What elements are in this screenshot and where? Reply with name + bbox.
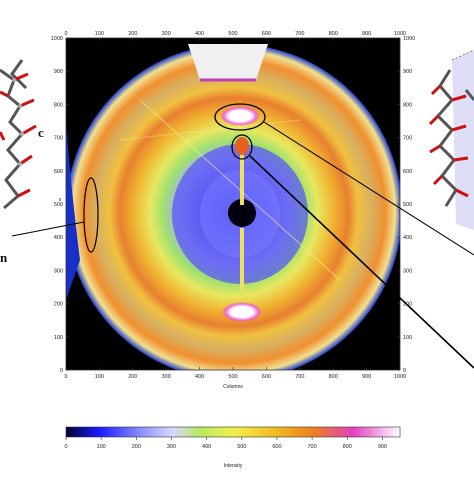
x-tick-label-top: 100 (95, 31, 104, 37)
tick-marks (65, 37, 401, 371)
y-tick-label-right: 500 (403, 202, 412, 208)
colorbar-tick-label: 300 (167, 444, 176, 450)
secondary-spot (235, 137, 249, 155)
streak-line (139, 99, 341, 281)
x-tick-label: 600 (262, 374, 271, 380)
y-tick-label-left: 700 (54, 136, 63, 142)
upper-spot-marker (214, 103, 266, 131)
x-tick-label-top: 200 (128, 31, 137, 37)
y-tick-label-left: 0 (60, 368, 63, 374)
streak-line (119, 119, 301, 141)
y-tick-label-right: 100 (403, 335, 412, 341)
colorbar-tick-label: 600 (272, 444, 281, 450)
x-tick-label-top: 300 (162, 31, 171, 37)
x-tick-label-top: 1000 (394, 31, 406, 37)
top-notch (188, 44, 268, 80)
x-tick-label: 0 (64, 374, 67, 380)
lower-bright-spot (222, 302, 262, 322)
left-blue-region (66, 120, 80, 300)
left-cut-text: n (0, 250, 8, 265)
x-tick-label-top: 800 (329, 31, 338, 37)
y-tick-label-left: 500 (54, 202, 63, 208)
y-tick-label-left: 800 (54, 102, 63, 108)
connector-line-2 (249, 155, 474, 369)
x-tick-label-top: 900 (362, 31, 371, 37)
y-tick-label-left: 600 (54, 169, 63, 175)
y-tick-label-right: 900 (403, 69, 412, 75)
y-tick-label-left: 1000 (51, 36, 63, 42)
colorbar-ticks: 0 100 200 300 400 500 600 700 800 900 (64, 437, 387, 450)
colorbar-tick-label: 700 (308, 444, 317, 450)
right-molecule-model (428, 49, 474, 230)
colorbar-tick-label: 400 (202, 444, 211, 450)
y-tick-label-left: 400 (54, 235, 63, 241)
x-tick-label: 500 (228, 374, 237, 380)
y-tick-label-right: 700 (403, 136, 412, 142)
x-tick-label-top: 500 (228, 31, 237, 37)
x-tick-label: 900 (362, 374, 371, 380)
colorbar-tick-label: 900 (378, 444, 387, 450)
colorbar-tick-label: 100 (97, 444, 106, 450)
y-tick-label-right: 600 (403, 169, 412, 175)
left-molecule-model (0, 59, 37, 210)
tick-labels: 0010010020020030030040040050050060060070… (51, 31, 416, 380)
x-tick-label-top: 400 (195, 31, 204, 37)
x-tick-label-top: 700 (295, 31, 304, 37)
y-tick-label-left: 300 (54, 268, 63, 274)
y-tick-label-right: 0 (403, 368, 406, 374)
x-axis-title: Columns (223, 384, 243, 390)
equatorial-marker (83, 177, 99, 253)
connector-line-left (11, 221, 85, 237)
beam-stop (228, 199, 256, 227)
colorbar-tick-label: 500 (237, 444, 246, 450)
connector-line-1 (263, 121, 474, 256)
diffraction-pattern (66, 44, 400, 370)
x-tick-label: 300 (162, 374, 171, 380)
colorbar (65, 426, 401, 438)
colorbar-tick-label: 800 (343, 444, 352, 450)
y-tick-label-right: 800 (403, 102, 412, 108)
x-tick-label: 100 (95, 374, 104, 380)
secondary-spot-marker (231, 134, 253, 160)
x-tick-label-top: 600 (262, 31, 271, 37)
colorbar-title: Intensity (224, 463, 243, 469)
x-tick-label: 200 (128, 374, 137, 380)
x-tick-label-top: 0 (64, 31, 67, 37)
x-tick-label: 800 (329, 374, 338, 380)
y-tick-label-left: 900 (54, 69, 63, 75)
colorbar-tick-label: 0 (64, 444, 67, 450)
x-tick-label: 400 (195, 374, 204, 380)
left-letter-label: c (38, 125, 44, 140)
y-tick-label-left: 100 (54, 335, 63, 341)
upper-bright-spot (220, 106, 260, 126)
y-tick-label-left: 200 (54, 302, 63, 308)
colorbar-tick-label: 200 (132, 444, 141, 450)
y-tick-label-right: 1000 (403, 36, 415, 42)
x-tick-label: 1000 (394, 374, 406, 380)
y-tick-label-right: 400 (403, 235, 412, 241)
y-axis-title-fragment: s (59, 197, 62, 203)
y-tick-label-right: 300 (403, 268, 412, 274)
x-tick-label: 700 (295, 374, 304, 380)
y-tick-label-right: 200 (403, 302, 412, 308)
